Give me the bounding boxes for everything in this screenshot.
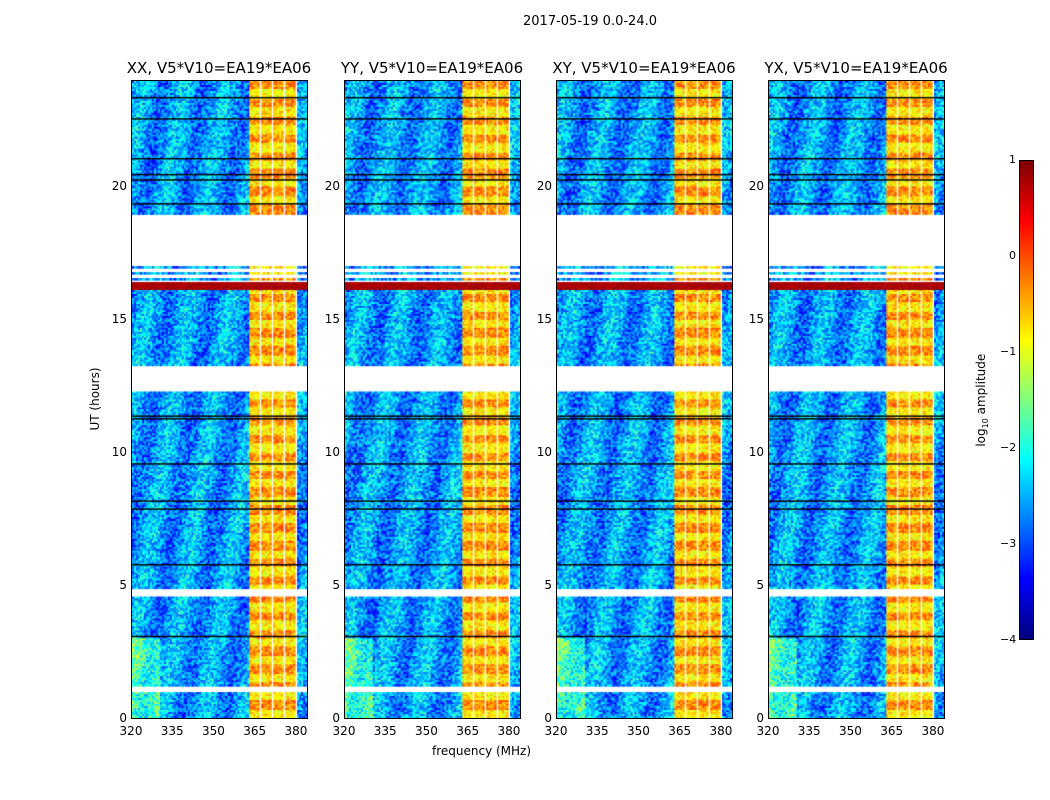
y-tick-label: 20 <box>324 178 340 193</box>
y-tick-label: 5 <box>756 577 764 592</box>
x-tick-label: 320 <box>756 724 780 738</box>
y-tick-label: 0 <box>119 711 127 725</box>
x-tick-label: 335 <box>585 724 609 738</box>
colorbar-label: log10 amplitude <box>973 353 991 447</box>
spectrogram-panel-1 <box>344 80 521 719</box>
y-tick-label: 10 <box>324 444 340 459</box>
y-tick-label: 0 <box>332 711 340 725</box>
x-tick-label: 350 <box>627 724 650 738</box>
y-tick-label: 20 <box>111 178 127 193</box>
heatmap-cells <box>769 81 944 718</box>
panel-title: XX, V5*V10=EA19*EA06 <box>126 59 312 77</box>
y-tick-label: 10 <box>536 444 552 459</box>
y-tick-label: 15 <box>536 311 552 326</box>
colorbar-tick-label: 1 <box>1009 153 1016 166</box>
x-tick-label: 365 <box>243 724 267 738</box>
x-axis-label: frequency (MHz) <box>432 744 532 758</box>
colorbar-tick-label: 0 <box>1009 249 1016 262</box>
figure-title: 2017-05-19 0.0-24.0 <box>523 14 657 29</box>
x-tick-label: 380 <box>284 724 308 738</box>
colorbar-tick-label: −1 <box>1000 345 1017 358</box>
x-tick-label: 320 <box>332 724 356 738</box>
y-tick-label: 15 <box>324 311 340 326</box>
x-tick-label: 380 <box>921 724 945 738</box>
y-tick-label: 5 <box>119 577 127 592</box>
y-tick-label: 10 <box>748 444 764 459</box>
x-tick-label: 365 <box>456 724 480 738</box>
y-tick-label: 20 <box>748 178 764 193</box>
x-tick-label: 335 <box>797 724 821 738</box>
x-tick-label: 335 <box>373 724 397 738</box>
y-tick-label: 10 <box>111 444 127 459</box>
y-tick-label: 5 <box>332 577 340 592</box>
x-tick-label: 320 <box>119 724 143 738</box>
y-tick-label: 0 <box>756 711 764 725</box>
heatmap-cells <box>345 81 520 718</box>
colorbar <box>1019 160 1034 640</box>
x-tick-label: 365 <box>668 724 692 738</box>
y-tick-label: 5 <box>544 577 552 592</box>
heatmap-cells <box>557 81 732 718</box>
x-tick-label: 380 <box>497 724 521 738</box>
panel-title: YY, V5*V10=EA19*EA06 <box>340 59 524 77</box>
x-tick-label: 380 <box>709 724 733 738</box>
y-tick-label: 20 <box>536 178 552 193</box>
x-tick-label: 350 <box>415 724 438 738</box>
spectrogram-panel-3 <box>768 80 945 719</box>
x-tick-label: 365 <box>880 724 904 738</box>
panel-title: YX, V5*V10=EA19*EA06 <box>764 59 948 77</box>
y-tick-label: 15 <box>111 311 127 326</box>
heatmap-cells <box>132 81 307 718</box>
x-tick-label: 350 <box>202 724 225 738</box>
x-tick-label: 350 <box>839 724 862 738</box>
colorbar-tick-label: −4 <box>1000 633 1017 646</box>
colorbar-tick-label: −3 <box>1000 537 1017 550</box>
y-tick-label: 15 <box>748 311 764 326</box>
y-tick-label: 0 <box>544 711 552 725</box>
panel-title: XY, V5*V10=EA19*EA06 <box>552 59 736 77</box>
y-axis-label: UT (hours) <box>88 367 102 431</box>
x-tick-label: 320 <box>544 724 568 738</box>
colorbar-tick-label: −2 <box>1000 441 1017 454</box>
x-tick-label: 335 <box>160 724 184 738</box>
spectrogram-panel-0 <box>131 80 308 719</box>
spectrogram-panel-2 <box>556 80 733 719</box>
